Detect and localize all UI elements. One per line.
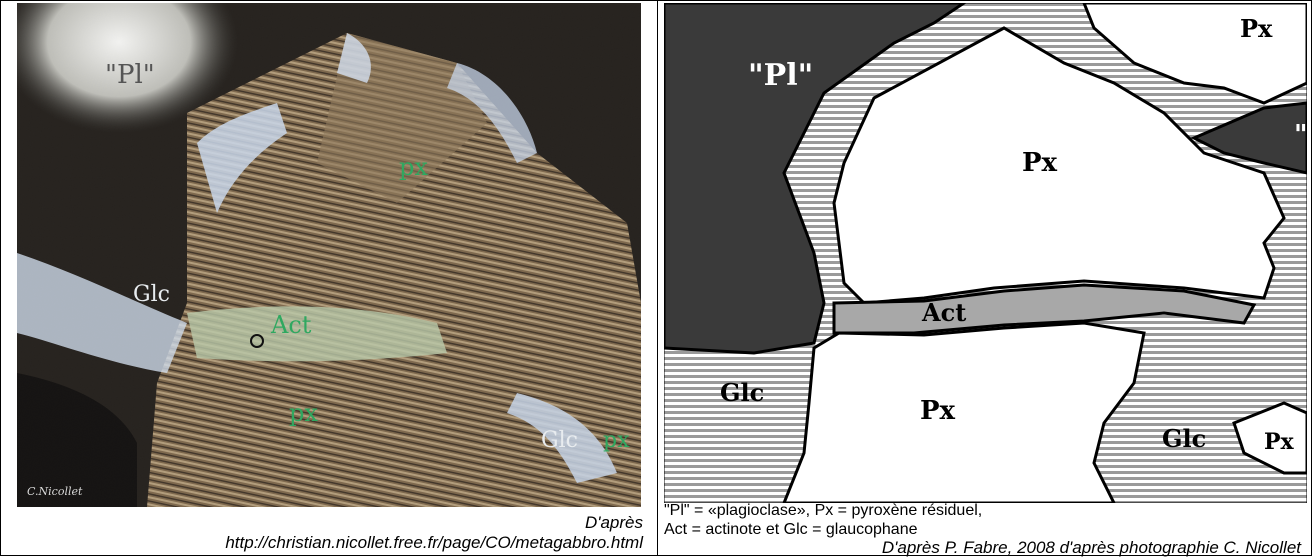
map-label-glc-left: Glc xyxy=(720,378,764,407)
photo-label-glc-left: Glc xyxy=(133,282,170,307)
photo-caption-line1: D'après xyxy=(584,513,643,532)
map-region-pl xyxy=(664,3,967,355)
map-label-px-edge: Px xyxy=(1264,429,1295,455)
map-label-pl: "Pl" xyxy=(748,58,813,93)
map-label-glc-right: Glc xyxy=(1162,424,1206,453)
photo-caption-url: http://christian.nicollet.free.fr/page/C… xyxy=(225,533,643,552)
map-panel: "Pl" Px " Px Act Glc Px Glc Px "Pl" = «p… xyxy=(657,0,1312,557)
map-label-px-bottom: Px xyxy=(920,396,956,426)
map-label-px-center: Px xyxy=(1022,148,1058,178)
map-region-px-top-right xyxy=(1082,3,1307,105)
map-credit: D'après P. Fabre, 2008 d'après photograp… xyxy=(881,538,1301,557)
map-label-act: Act xyxy=(921,298,966,327)
map-region-pl-right xyxy=(1190,101,1307,175)
photo-drawing: "Pl" px Glc Act px Glc px C.Nicollet xyxy=(17,3,641,507)
map-label-pl-right: " xyxy=(1294,120,1307,150)
map-region-px-bottom xyxy=(782,321,1146,503)
photo-label-glc-right: Glc xyxy=(541,428,578,453)
map-legend-line2: Act = actinote et Glc = glaucophane xyxy=(664,521,918,538)
map-label-px-top-right: Px xyxy=(1240,14,1273,43)
map-region-px-edge xyxy=(1232,401,1307,475)
map-drawing: "Pl" Px " Px Act Glc Px Glc Px xyxy=(664,3,1307,503)
map-region-px-center xyxy=(832,26,1286,305)
photo-label-px-right: px xyxy=(603,428,630,453)
photo-label-act: Act xyxy=(270,311,312,339)
photo-label-px-top: px xyxy=(399,153,428,181)
map-region-act xyxy=(832,283,1257,335)
photo-panel: "Pl" px Glc Act px Glc px C.Nicollet D'a… xyxy=(0,0,658,556)
photo-label-px-bottom: px xyxy=(289,399,318,427)
photo-label-pl: "Pl" xyxy=(105,60,155,90)
photo-watermark: C.Nicollet xyxy=(27,485,83,498)
thin-section-photo: "Pl" px Glc Act px Glc px C.Nicollet xyxy=(17,3,641,507)
map-legend-line1: "Pl" = «plagioclase», Px = pyroxène rési… xyxy=(664,502,983,519)
interpretive-map: "Pl" Px " Px Act Glc Px Glc Px xyxy=(664,3,1307,539)
